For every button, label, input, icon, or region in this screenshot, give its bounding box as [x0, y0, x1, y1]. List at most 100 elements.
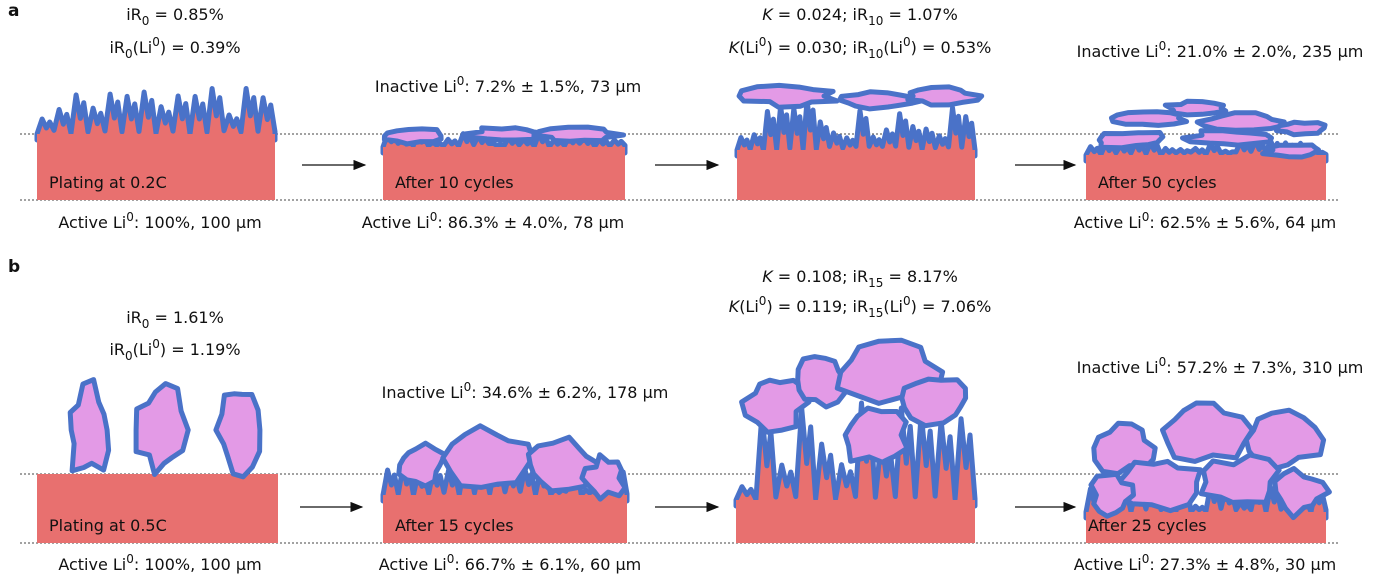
text-segment: Active Li — [1074, 555, 1142, 574]
text-segment: (Li — [133, 340, 153, 359]
text-segment: 0 — [126, 552, 134, 566]
text-segment: 0 — [759, 35, 767, 49]
stage-caption: After 25 cycles — [1088, 516, 1207, 535]
inactive-lithium — [1096, 130, 1166, 151]
text-segment: 15 — [868, 306, 883, 320]
text-line: Active Li0: 27.3% ± 4.8%, 30 μm — [1074, 552, 1337, 574]
stage-caption: Plating at 0.2C — [49, 173, 167, 192]
text-line: K = 0.024; iR10 = 1.07% — [762, 5, 958, 28]
text-line: iR0 = 0.85% — [126, 5, 224, 28]
text-segment: 0 — [903, 35, 911, 49]
inactive-lithium — [1243, 407, 1327, 472]
text-segment: Active Li — [379, 555, 447, 574]
inactive-lithium — [440, 423, 536, 490]
inactive-lithium — [1180, 128, 1274, 148]
text-segment: : 27.3% ± 4.8%, 30 μm — [1149, 555, 1336, 574]
text-segment: : 57.2% ± 7.3%, 310 μm — [1166, 358, 1363, 377]
text-line: Active Li0: 62.5% ± 5.6%, 64 μm — [1074, 210, 1337, 232]
text-segment: K — [762, 5, 774, 24]
lithium-block — [1086, 155, 1326, 200]
text-segment: : 62.5% ± 5.6%, 64 μm — [1149, 213, 1336, 232]
panel-label: b — [8, 257, 20, 277]
text-segment: ) = 7.06% — [911, 297, 992, 316]
text-line: Active Li0: 100%, 100 μm — [58, 552, 261, 574]
text-line: Active Li0: 100%, 100 μm — [58, 210, 261, 232]
text-segment: : 21.0% ± 2.0%, 235 μm — [1166, 42, 1363, 61]
shapes — [34, 82, 1332, 543]
text-segment: ) = 0.119; iR — [766, 297, 868, 316]
text-segment: 0 — [142, 317, 150, 331]
inactive-lithium — [1088, 471, 1136, 519]
inactive-lithium — [1194, 110, 1287, 133]
text-segment: ) = 0.53% — [911, 38, 992, 57]
lithium-block — [1086, 512, 1326, 543]
inactive-lithium — [905, 84, 985, 108]
text-segment: = 0.024; iR — [773, 5, 868, 24]
text-segment: Active Li — [362, 213, 430, 232]
text-segment: K — [762, 267, 774, 286]
lithium-block — [383, 495, 627, 543]
text-line: K = 0.108; iR15 = 8.17% — [762, 267, 958, 290]
inactive-lithium — [1160, 400, 1255, 464]
inactive-lithium — [579, 452, 628, 502]
text-segment: : 34.6% ± 6.2%, 178 μm — [471, 383, 668, 402]
text-segment: = 8.17% — [883, 267, 957, 286]
inactive-lithium — [899, 376, 969, 429]
text-segment: 0 — [1159, 39, 1167, 53]
text-segment: 0 — [759, 294, 767, 308]
panel-label: a — [8, 1, 19, 21]
lithium-block — [37, 134, 275, 200]
inactive-lithium — [133, 381, 191, 477]
text-segment: = 1.07% — [883, 5, 957, 24]
text-segment: (Li — [883, 297, 903, 316]
lithium-dendrite — [734, 97, 978, 159]
inactive-lithium — [1109, 109, 1190, 128]
inactive-lithium — [213, 391, 263, 480]
text-line: Inactive Li0: 57.2% ± 7.3%, 310 μm — [1077, 355, 1364, 377]
text-segment: iR — [109, 340, 125, 359]
text-segment: (Li — [739, 297, 759, 316]
text-segment: ) = 0.39% — [160, 38, 241, 57]
inactive-lithium — [837, 89, 929, 112]
inactive-lithium — [736, 82, 840, 110]
text-segment: : 100%, 100 μm — [134, 555, 262, 574]
text-segment: 0 — [903, 294, 911, 308]
inactive-lithium — [67, 377, 112, 474]
text-line: Inactive Li0: 21.0% ± 2.0%, 235 μm — [1077, 39, 1364, 61]
inactive-lithium — [1260, 142, 1322, 160]
text-segment: 0 — [126, 210, 134, 224]
text-line: iR0 = 1.61% — [126, 308, 224, 331]
text-segment: ) = 1.19% — [160, 340, 241, 359]
text-segment: 0 — [447, 552, 455, 566]
text-segment: 0 — [1142, 552, 1150, 566]
text-segment: Inactive Li — [375, 77, 457, 96]
text-line: K(Li0) = 0.119; iR15(Li0) = 7.06% — [729, 294, 992, 320]
text-line: Inactive Li0: 7.2% ± 1.5%, 73 μm — [375, 74, 641, 96]
text-segment: Inactive Li — [382, 383, 464, 402]
stage-caption: After 50 cycles — [1098, 173, 1217, 192]
text-segment: Active Li — [58, 555, 126, 574]
texts: a iR0 = 0.85%iR0(Li0) = 0.39%Plating at 0… — [8, 1, 1363, 574]
inactive-lithium — [1274, 119, 1328, 138]
text-segment: iR — [126, 308, 142, 327]
inactive-lithium — [739, 377, 812, 435]
lithium-block — [737, 150, 975, 200]
text-line: iR0(Li0) = 1.19% — [109, 337, 240, 363]
text-segment: 0 — [1142, 210, 1150, 224]
text-segment: Inactive Li — [1077, 358, 1159, 377]
lithium-block — [383, 147, 625, 200]
text-segment: 0 — [1159, 355, 1167, 369]
text-segment: 10 — [868, 14, 883, 28]
text-segment: (Li — [883, 38, 903, 57]
lithium-block — [37, 474, 278, 543]
text-segment: K — [729, 297, 741, 316]
text-segment: = 0.85% — [149, 5, 223, 24]
text-segment: 0 — [464, 380, 472, 394]
text-segment: 0 — [142, 14, 150, 28]
inactive-lithium — [396, 440, 448, 489]
text-segment: : 7.2% ± 1.5%, 73 μm — [464, 77, 641, 96]
text-segment: K — [729, 38, 741, 57]
stage-caption: After 10 cycles — [395, 173, 514, 192]
lithium-block — [736, 500, 975, 543]
